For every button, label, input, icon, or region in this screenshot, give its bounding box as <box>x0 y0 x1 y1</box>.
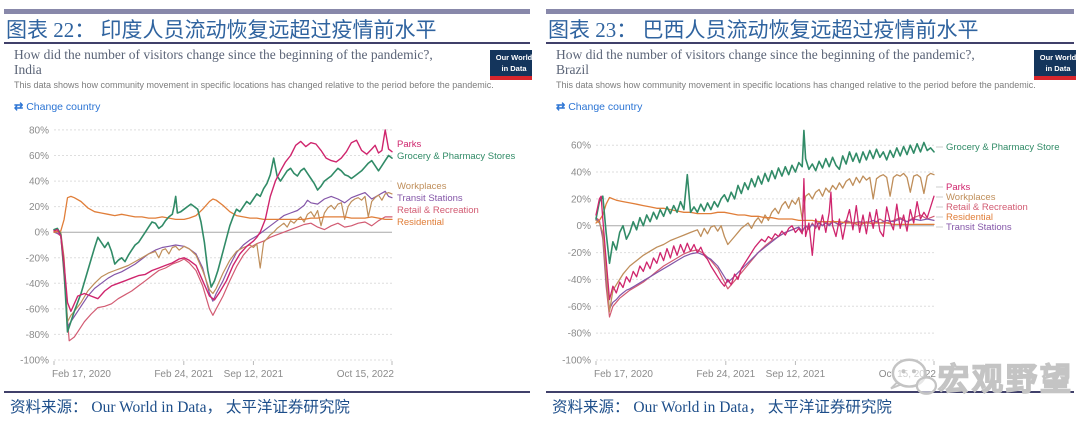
x-axis-label: Sep 12, 2021 <box>766 369 826 380</box>
x-axis-label: Feb 24, 2021 <box>696 369 755 380</box>
x-axis-label: Feb 17, 2020 <box>52 369 111 380</box>
panel-top-bar <box>546 9 1074 14</box>
chart-title: How did the number of visitors change si… <box>14 47 433 78</box>
chart-subtitle: This data shows how community movement i… <box>556 80 1036 90</box>
change-country-label: Change country <box>26 101 101 113</box>
title-divider <box>546 42 1074 44</box>
change-country-link[interactable]: ⇄ Change country <box>556 100 642 113</box>
legend-label-grocery-pharmacy-store: Grocery & Pharmacy Store <box>946 142 1060 153</box>
series-workplaces <box>53 191 393 323</box>
y-axis-label: -80% <box>568 329 591 340</box>
y-axis-label: -60% <box>26 304 49 315</box>
legend-label-residential: Residential <box>397 217 444 228</box>
y-axis-label: -80% <box>26 330 49 341</box>
y-axis-label: -100% <box>20 356 49 367</box>
panel-top-bar <box>4 9 530 14</box>
y-axis-label: -40% <box>26 279 49 290</box>
owid-logo-line1: Our World <box>495 53 532 62</box>
owid-logo: Our World in Data <box>1034 50 1076 80</box>
series-grocery-pharmacy-stores <box>53 154 393 333</box>
y-axis-label: 0% <box>35 228 50 239</box>
source-divider <box>546 391 1074 393</box>
india-mobility-plot: 80% 60% 40% 20% 0% -20% -40% -60% -80% -100%Feb 1… <box>20 125 516 380</box>
y-axis-label: 0% <box>577 221 592 232</box>
series-workplaces <box>595 172 935 313</box>
y-axis-label: 20% <box>29 202 49 213</box>
swap-arrows-icon: ⇄ <box>14 101 24 113</box>
series-retail-recreation <box>53 216 393 342</box>
mobility-chart-india: 80% 60% 40% 20% 0% -20% -40% -60% -80% -100% Feb 1… <box>4 117 532 381</box>
legend-label-grocery-pharmacy-stores: Grocery & Pharmacy Stores <box>397 151 516 162</box>
series-retail-recreation <box>595 214 935 318</box>
brazil-mobility-plot: 60% 40% 20% 0% -20% -40% -60% -80% -100%Feb 17, … <box>562 129 1060 380</box>
y-axis-label: -40% <box>568 275 591 286</box>
y-axis-label: -20% <box>568 248 591 259</box>
legend-label-residential: Residential <box>946 212 993 223</box>
source-note: 资料来源： Our World in Data， 太平洋证券研究院 <box>10 399 350 416</box>
owid-logo-line2: in Data <box>501 63 527 73</box>
legend-label-transit-stations: Transit Stations <box>946 222 1012 233</box>
figure-panel-india: 图表 22： 印度人员流动恢复远超过疫情前水平 How did the numb… <box>4 0 532 427</box>
y-axis-label: 80% <box>29 125 49 136</box>
series-grocery-pharmacy-store <box>595 129 935 265</box>
swap-arrows-icon: ⇄ <box>556 101 566 113</box>
series-parks <box>53 129 393 313</box>
x-axis-label: Feb 24, 2021 <box>154 369 213 380</box>
y-axis-label: 40% <box>29 177 49 188</box>
chart-subtitle: This data shows how community movement i… <box>14 80 494 90</box>
change-country-link[interactable]: ⇄ Change country <box>14 100 100 113</box>
figure-title-cn: 图表 23： 巴西人员流动恢复远超过疫情前水平 <box>548 18 979 42</box>
y-axis-label: 40% <box>571 168 591 179</box>
legend-label-parks: Parks <box>397 139 422 150</box>
x-axis-label: Oct 15, 2022 <box>337 369 395 380</box>
legend-label-workplaces: Workplaces <box>946 192 996 203</box>
legend-label-retail-recreation: Retail & Recreation <box>946 202 1028 213</box>
legend-label-retail-recreation: Retail & Recreation <box>397 205 479 216</box>
y-axis-label: 60% <box>571 141 591 152</box>
series-transit-stations <box>53 190 393 328</box>
series-residential <box>53 195 393 233</box>
y-axis-label: -60% <box>568 302 591 313</box>
owid-logo: Our World in Data <box>490 50 532 80</box>
owid-logo-line2: in Data <box>1045 63 1071 73</box>
legend-label-workplaces: Workplaces <box>397 181 447 192</box>
source-note: 资料来源： Our World in Data， 太平洋证券研究院 <box>552 399 892 416</box>
legend-label-transit-stations: Transit Stations <box>397 193 463 204</box>
change-country-label: Change country <box>568 101 643 113</box>
watermark: 宏观野望 <box>888 354 1074 399</box>
watermark-text: 宏观野望 <box>937 361 1074 397</box>
title-divider <box>4 42 530 44</box>
y-axis-label: -100% <box>562 356 591 367</box>
legend-label-parks: Parks <box>946 182 971 193</box>
y-axis-label: 60% <box>29 151 49 162</box>
x-axis-label: Sep 12, 2021 <box>224 369 284 380</box>
source-divider <box>4 391 530 393</box>
figure-title-cn: 图表 22： 印度人员流动恢复远超过疫情前水平 <box>6 18 437 42</box>
owid-logo-line1: Our World <box>1039 53 1076 62</box>
chart-title: How did the number of visitors change si… <box>556 47 975 78</box>
wechat-icon <box>890 358 938 395</box>
mobility-chart-brazil: 60% 40% 20% 0% -20% -40% -60% -80% -100% Feb 17, … <box>546 117 1074 381</box>
x-axis-label: Feb 17, 2020 <box>594 369 653 380</box>
y-axis-label: 20% <box>571 194 591 205</box>
figure-panel-brazil: 图表 23： 巴西人员流动恢复远超过疫情前水平 How did the numb… <box>546 0 1076 427</box>
y-axis-label: -20% <box>26 253 49 264</box>
series-parks <box>595 178 935 301</box>
